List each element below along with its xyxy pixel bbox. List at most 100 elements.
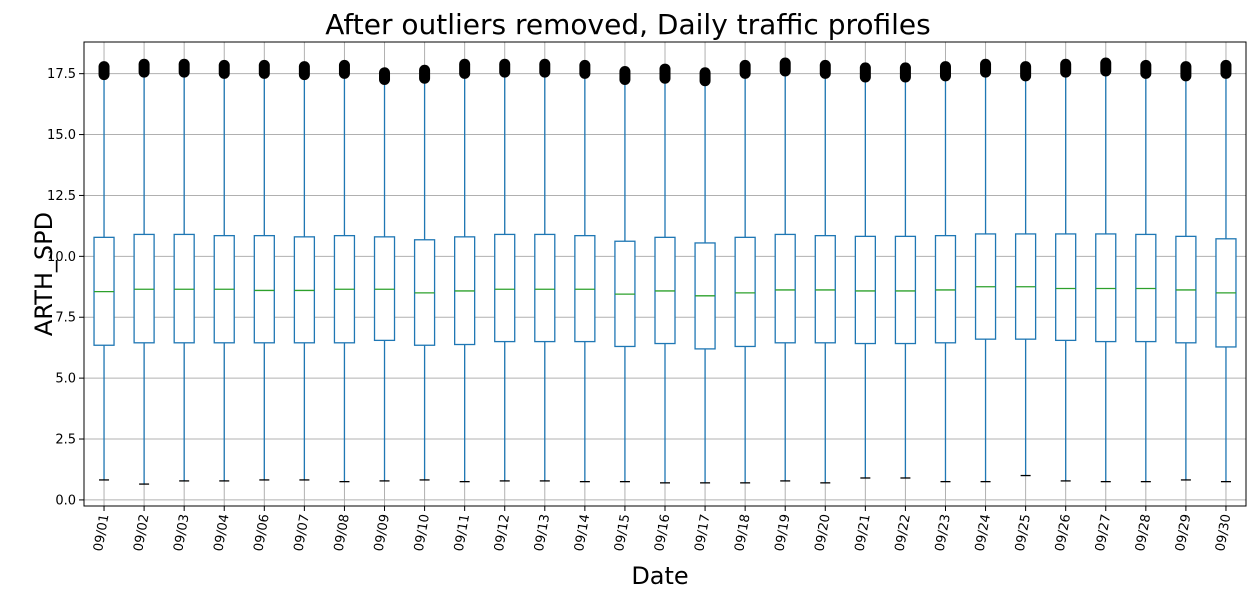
x-tick-label: 09/13 [532, 513, 553, 553]
x-tick-label: 09/20 [812, 513, 833, 553]
box-09-29 [1175, 61, 1197, 481]
outlier-markers [178, 58, 190, 78]
iqr-box [934, 234, 957, 344]
box-09-16 [654, 63, 676, 484]
x-tick-label: 09/04 [211, 513, 232, 553]
outlier-markers [899, 62, 911, 83]
box-09-24 [974, 58, 997, 483]
box-09-11 [454, 58, 476, 483]
box-09-17 [694, 67, 716, 484]
x-tick-label: 09/07 [292, 513, 313, 553]
outlier-markers [1180, 61, 1192, 82]
outlier-markers [298, 61, 310, 81]
x-tick-label: 09/01 [91, 513, 112, 553]
iqr-box [854, 235, 876, 345]
box-09-01 [93, 61, 115, 481]
iqr-box [534, 233, 556, 343]
x-tick-label: 09/19 [772, 513, 793, 553]
outlier-markers [338, 59, 350, 79]
outlier-markers [859, 62, 871, 83]
outlier-markers [739, 59, 751, 79]
iqr-box [774, 233, 796, 344]
x-tick-label: 09/26 [1053, 513, 1074, 553]
outlier-markers [258, 59, 270, 79]
outlier-markers [459, 58, 471, 79]
box-09-06 [253, 59, 275, 481]
outlier-markers [659, 63, 671, 84]
outlier-markers [138, 58, 150, 78]
outlier-markers [939, 61, 951, 82]
box-09-08 [333, 59, 356, 483]
x-axis-ticks: 09/01 09/02 09/03 09/04 09/06 09/07 09/08 09/09… [91, 506, 1234, 553]
x-tick-label: 09/21 [853, 513, 874, 553]
box-09-07 [293, 61, 316, 481]
x-tick-label: 09/27 [1093, 513, 1114, 553]
x-tick-label: 09/24 [973, 513, 994, 553]
y-tick-label: 12.5 [47, 189, 76, 204]
box-09-23 [934, 61, 957, 483]
x-tick-label: 09/25 [1013, 513, 1034, 553]
x-tick-label: 09/17 [692, 513, 713, 553]
box-09-27 [1095, 57, 1117, 483]
box-09-19 [774, 57, 796, 482]
box-09-30 [1215, 59, 1237, 483]
x-tick-label: 09/12 [492, 513, 513, 553]
box-09-02 [133, 58, 155, 485]
box-09-09 [373, 67, 396, 482]
iqr-box [894, 235, 917, 345]
x-tick-label: 09/06 [251, 513, 272, 553]
outlier-markers [779, 57, 791, 77]
outlier-markers [499, 58, 511, 78]
chart-title: After outliers removed, Daily traffic pr… [325, 8, 930, 41]
iqr-box [814, 234, 836, 344]
iqr-box [1095, 233, 1117, 343]
outlier-markers [379, 67, 391, 85]
outlier-markers [980, 58, 992, 78]
x-tick-label: 09/03 [171, 513, 192, 553]
box-09-14 [574, 59, 596, 483]
y-tick-label: 0.0 [55, 493, 76, 508]
x-tick-label: 09/16 [652, 513, 673, 553]
outlier-markers [699, 67, 711, 87]
outlier-markers [1220, 59, 1232, 79]
plot-frame [83, 41, 1247, 507]
x-tick-label: 09/02 [131, 513, 152, 553]
outlier-markers [218, 59, 230, 79]
outlier-markers [98, 61, 110, 81]
x-tick-label: 09/14 [572, 513, 593, 553]
outlier-markers [619, 66, 631, 85]
iqr-box [1055, 233, 1077, 342]
x-tick-label: 09/29 [1173, 513, 1194, 553]
box-09-13 [534, 58, 556, 482]
box-series [93, 57, 1237, 485]
box-09-10 [413, 64, 436, 481]
box-09-20 [814, 59, 836, 484]
box-09-15 [614, 66, 636, 483]
y-tick-label: 15.0 [47, 128, 76, 143]
box-09-28 [1135, 59, 1157, 483]
box-09-03 [173, 58, 195, 482]
y-tick-label: 10.0 [47, 250, 76, 265]
box-09-25 [1014, 61, 1037, 477]
x-tick-label: 09/09 [372, 513, 393, 553]
box-09-18 [734, 59, 756, 484]
x-tick-label: 09/30 [1213, 513, 1234, 553]
iqr-box [494, 233, 516, 343]
x-axis-label: Date [631, 562, 688, 590]
x-tick-label: 09/28 [1133, 513, 1154, 553]
x-tick-label: 09/11 [452, 513, 473, 553]
outlier-markers [1020, 61, 1032, 82]
iqr-box [253, 234, 275, 344]
outlier-markers [539, 58, 551, 78]
box-09-21 [854, 62, 876, 479]
y-axis-ticks: 0.0 2.5 5.0 7.5 10.0 12.5 15.0 17.5 [47, 67, 84, 508]
outlier-markers [1100, 57, 1112, 77]
x-tick-label: 09/23 [933, 513, 954, 553]
x-tick-label: 09/15 [612, 513, 633, 553]
outlier-markers [1140, 59, 1152, 79]
y-axis-label: ARTH_SPD [30, 212, 58, 336]
outlier-markers [819, 59, 831, 79]
box-09-22 [894, 62, 917, 479]
outlier-markers [419, 64, 431, 84]
outlier-markers [579, 59, 591, 79]
